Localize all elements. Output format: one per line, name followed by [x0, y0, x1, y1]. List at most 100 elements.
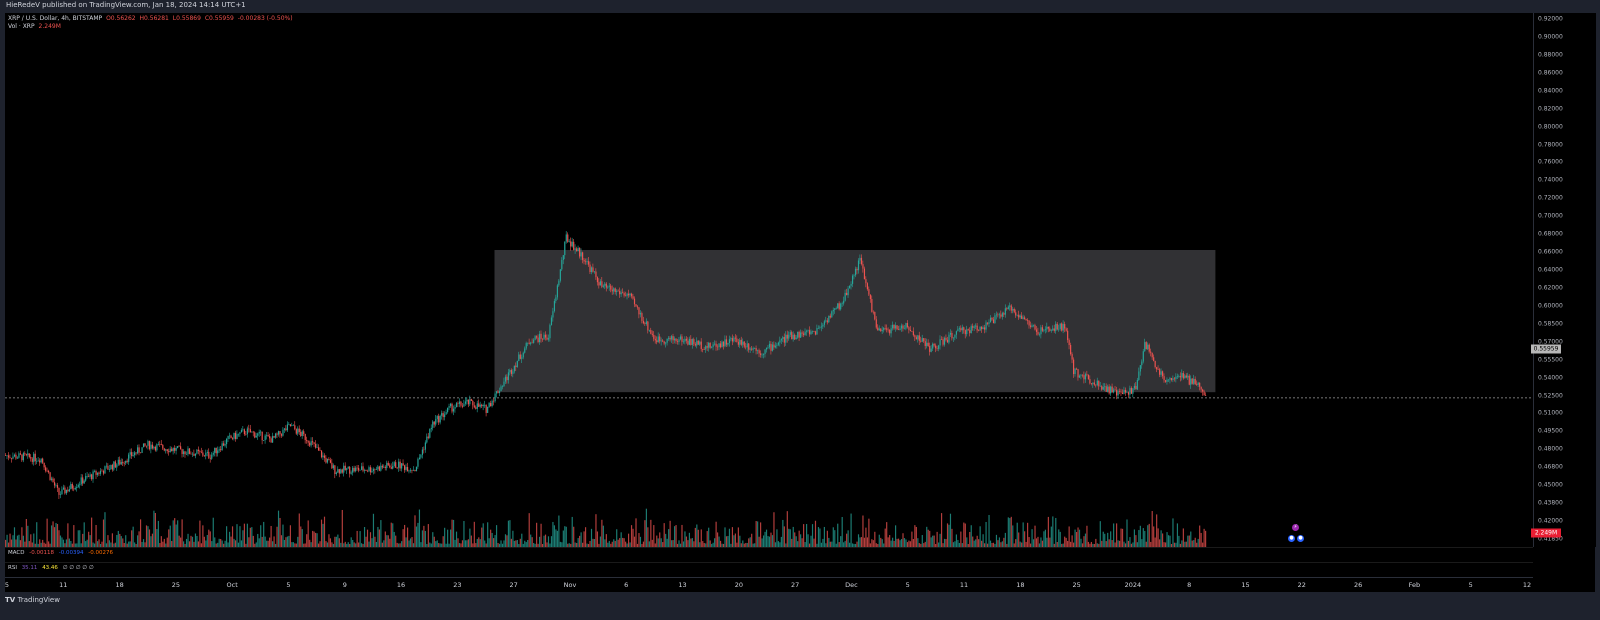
- candle-body: [665, 342, 667, 344]
- volume-bar: [285, 537, 287, 547]
- volume-bar: [648, 541, 650, 547]
- volume-bar: [549, 543, 551, 547]
- volume-bar: [1191, 540, 1193, 547]
- candle-body: [574, 248, 576, 250]
- candle-body: [748, 343, 750, 350]
- volume-bar: [303, 543, 305, 547]
- candle-body: [859, 257, 861, 261]
- volume-bar: [487, 522, 489, 547]
- candle-body: [926, 342, 928, 347]
- volume-bar: [252, 535, 254, 547]
- candle-body: [185, 454, 188, 455]
- volume-bar: [851, 543, 854, 547]
- candle-body: [632, 296, 634, 299]
- candle-body: [955, 331, 957, 335]
- volume-bar: [458, 543, 461, 547]
- volume-bar: [675, 525, 677, 547]
- volume-bar: [966, 537, 968, 547]
- candle-body: [464, 401, 467, 404]
- volume-bar: [767, 536, 769, 547]
- candle-body: [952, 337, 955, 339]
- candle-body: [260, 431, 262, 433]
- volume-bar: [976, 535, 978, 547]
- volume-bar: [273, 536, 275, 547]
- volume-bar: [254, 543, 256, 547]
- volume-bar: [1074, 529, 1076, 547]
- volume-bar: [742, 540, 744, 547]
- candle-body: [1003, 313, 1005, 315]
- volume-bar: [414, 515, 416, 547]
- candle-body: [264, 435, 266, 441]
- volume-bar: [758, 536, 760, 547]
- volume-bar: [700, 529, 702, 547]
- price-tick-label: 0.76000: [1538, 158, 1563, 166]
- candle-body: [764, 349, 766, 354]
- volume-bar: [607, 542, 609, 547]
- volume-bar: [1027, 522, 1029, 547]
- macd-pane[interactable]: MACD -0.00118 -0.00394 -0.00276: [5, 547, 1533, 563]
- volume-bar: [177, 520, 179, 547]
- candle-body: [1188, 375, 1190, 385]
- volume-bar: [501, 543, 504, 547]
- volume-bar: [282, 524, 284, 547]
- volume-bar: [1163, 542, 1165, 547]
- volume-bar: [1056, 542, 1058, 547]
- price-axis[interactable]: 0.92000 0.90000 0.88000 0.86000 0.84000 0.820…: [1533, 13, 1596, 547]
- volume-bar: [142, 539, 145, 547]
- candle-body: [344, 465, 346, 470]
- volume-bar: [1078, 529, 1081, 547]
- volume-bar: [334, 536, 336, 547]
- volume-bar: [375, 541, 378, 547]
- time-tick-label: 6: [624, 581, 629, 589]
- volume-bar: [1184, 541, 1186, 547]
- price-chart-pane[interactable]: XRP / U.S. Dollar, 4h, BITSTAMP O0.56262…: [5, 13, 1533, 547]
- volume-bar: [1046, 537, 1048, 547]
- volume-bar: [123, 542, 125, 547]
- volume-bar: [635, 518, 637, 547]
- candle-body: [979, 327, 981, 331]
- flag-us-icon[interactable]: ●: [1288, 535, 1295, 542]
- candle-body: [1031, 325, 1033, 327]
- candle-body: [1127, 392, 1130, 395]
- volume-bar: [356, 530, 358, 547]
- candle-body: [461, 405, 464, 407]
- candle-body: [1144, 342, 1146, 352]
- candle-body: [181, 449, 183, 454]
- volume-bar: [589, 540, 591, 547]
- volume-bar: [1092, 543, 1094, 547]
- symbol-legend[interactable]: XRP / U.S. Dollar, 4h, BITSTAMP O0.56262…: [8, 15, 295, 22]
- flag-us-icon[interactable]: ●: [1297, 535, 1304, 542]
- volume-bar: [424, 530, 426, 547]
- candle-body: [332, 465, 334, 469]
- candle-body: [1074, 368, 1076, 375]
- volume-bar: [890, 540, 892, 547]
- volume-bar: [728, 528, 731, 547]
- candle-body: [141, 447, 143, 453]
- event-marker-icon[interactable]: ⚡: [1292, 524, 1299, 531]
- volume-bar: [347, 542, 349, 547]
- volume-bar: [261, 536, 263, 547]
- time-tick-label: 2024: [1124, 581, 1142, 589]
- candle-body: [645, 321, 647, 325]
- candle-body: [755, 348, 757, 351]
- time-axis[interactable]: 5 11 18 25 Oct 5 9 16 23 27 Nov 6 13 20 27 Dec 5 11 18 25 20…: [5, 577, 1533, 592]
- volume-bar: [340, 542, 342, 547]
- candle-body: [442, 413, 444, 418]
- candlestick-chart[interactable]: [5, 13, 1533, 547]
- volume-bar: [929, 530, 931, 547]
- candle-body: [251, 431, 253, 433]
- candle-body: [438, 416, 440, 423]
- tradingview-logo[interactable]: TV TradingView: [5, 596, 60, 604]
- volume-bar: [96, 541, 99, 547]
- rsi-pane[interactable]: RSI 35.11 43.46 ∅ ∅ ∅ ∅ ∅: [5, 562, 1533, 578]
- volume-legend[interactable]: Vol · XRP 2.249M: [8, 23, 63, 30]
- volume-bar: [590, 528, 593, 547]
- volume-bar: [427, 524, 429, 547]
- candle-body: [347, 466, 349, 469]
- candle-body: [267, 435, 269, 437]
- time-tick-label: 27: [509, 581, 518, 589]
- publish-header: HieRedeV published on TradingView.com, J…: [0, 0, 1600, 13]
- candle-body: [10, 457, 13, 459]
- volume-bar: [277, 510, 280, 547]
- volume-bar: [365, 536, 367, 547]
